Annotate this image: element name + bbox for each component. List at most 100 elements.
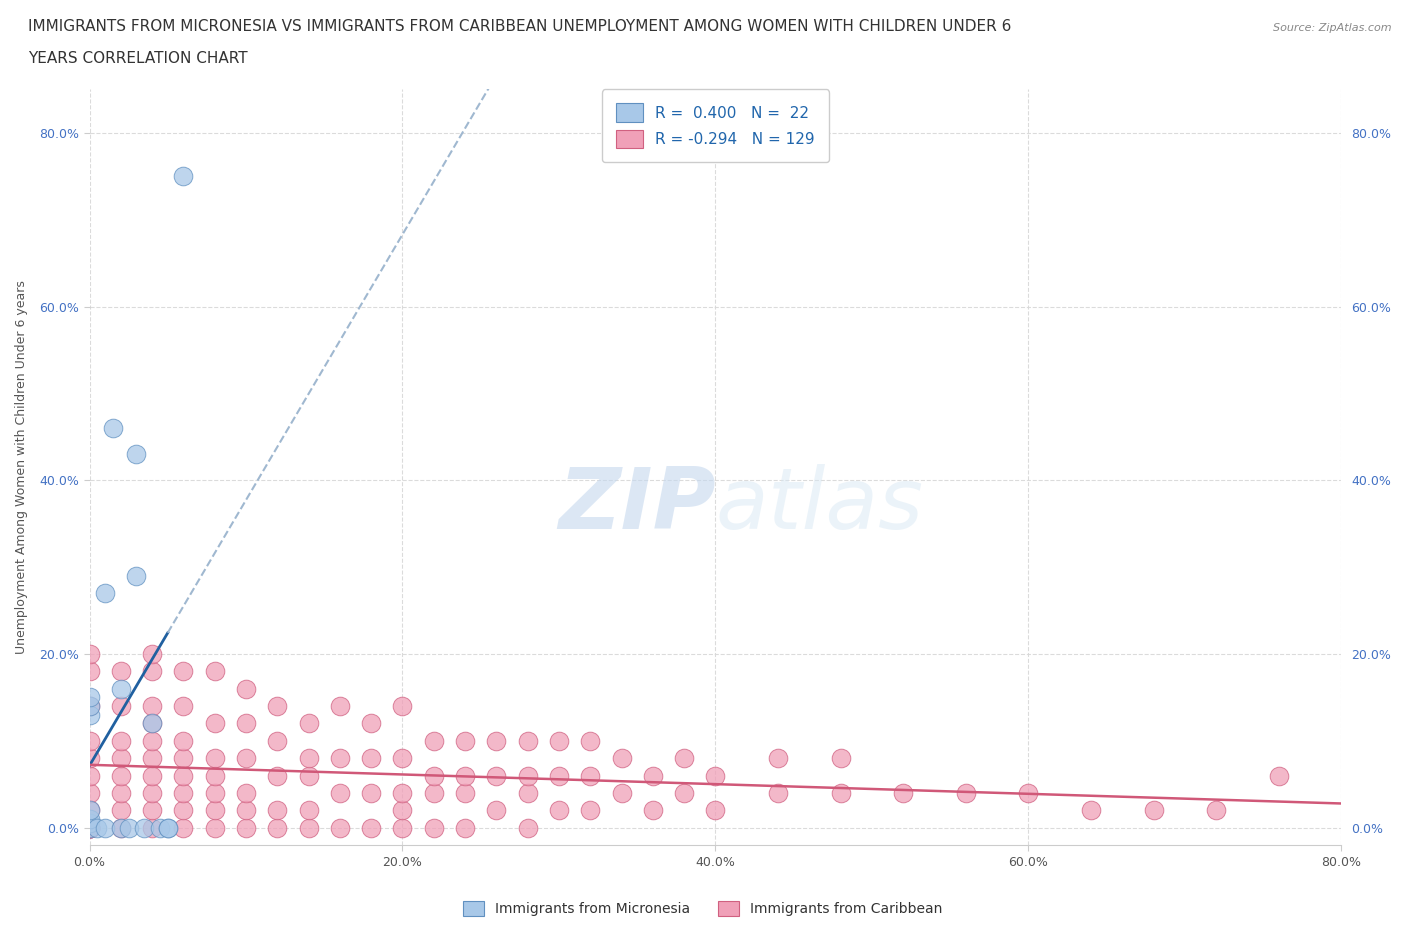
Point (94, 820, 117, 835)
Point (110, 786, 132, 801)
Point (156, 820, 179, 835)
Point (329, 698, 352, 713)
Point (79, 803, 101, 817)
Point (110, 664, 132, 679)
Point (94, 586, 117, 601)
Point (79, 820, 101, 835)
Point (830, 751, 852, 765)
Text: atlas: atlas (716, 463, 924, 547)
Point (485, 734, 508, 749)
Point (125, 568, 148, 583)
Point (297, 820, 319, 835)
Point (172, 803, 194, 817)
Point (704, 768, 727, 783)
Point (110, 734, 132, 749)
Point (391, 751, 413, 765)
Point (156, 820, 179, 835)
Point (329, 820, 352, 835)
Point (548, 803, 571, 817)
Point (79, 803, 101, 817)
Point (172, 786, 194, 801)
Point (79, 708, 101, 723)
Point (485, 803, 508, 817)
Point (516, 786, 538, 801)
Point (266, 734, 288, 749)
Point (134, 820, 156, 835)
Point (141, 716, 163, 731)
Point (610, 751, 633, 765)
Point (79, 646, 101, 661)
Legend: Immigrants from Micronesia, Immigrants from Caribbean: Immigrants from Micronesia, Immigrants f… (457, 895, 949, 923)
Point (110, 698, 132, 713)
Point (172, 698, 194, 713)
Point (172, 820, 194, 835)
Point (516, 768, 538, 783)
Point (610, 786, 633, 801)
Point (110, 751, 132, 765)
Point (110, 820, 132, 835)
Point (110, 803, 132, 817)
Point (235, 716, 257, 731)
Point (423, 768, 446, 783)
Point (79, 698, 101, 713)
Point (235, 682, 257, 697)
Text: IMMIGRANTS FROM MICRONESIA VS IMMIGRANTS FROM CARIBBEAN UNEMPLOYMENT AMONG WOMEN: IMMIGRANTS FROM MICRONESIA VS IMMIGRANTS… (28, 19, 1011, 33)
Point (141, 820, 163, 835)
Point (454, 786, 477, 801)
Point (391, 698, 413, 713)
Point (79, 820, 101, 835)
Point (454, 768, 477, 783)
Point (297, 803, 319, 817)
Point (204, 786, 226, 801)
Point (110, 768, 132, 783)
Point (454, 734, 477, 749)
Y-axis label: Unemployment Among Women with Children Under 6 years: Unemployment Among Women with Children U… (15, 280, 28, 654)
Text: ZIP: ZIP (558, 463, 716, 547)
Point (423, 734, 446, 749)
Point (79, 812, 101, 827)
Point (516, 820, 538, 835)
Point (485, 768, 508, 783)
Point (141, 751, 163, 765)
Point (1205, 803, 1227, 817)
Point (79, 820, 101, 835)
Point (149, 820, 172, 835)
Point (204, 768, 226, 783)
Point (766, 786, 789, 801)
Point (235, 786, 257, 801)
Point (172, 751, 194, 765)
Point (110, 682, 132, 697)
Point (79, 820, 101, 835)
Point (297, 716, 319, 731)
Point (641, 768, 664, 783)
Point (141, 664, 163, 679)
Point (235, 820, 257, 835)
Point (204, 751, 226, 765)
Point (1080, 803, 1102, 817)
Point (266, 768, 288, 783)
Point (266, 698, 288, 713)
Point (548, 734, 571, 749)
Point (579, 734, 602, 749)
Point (172, 664, 194, 679)
Point (79, 664, 101, 679)
Point (579, 803, 602, 817)
Point (391, 820, 413, 835)
Point (79, 820, 101, 835)
Point (673, 751, 696, 765)
Point (641, 803, 664, 817)
Point (704, 803, 727, 817)
Point (172, 734, 194, 749)
Point (830, 786, 852, 801)
Point (391, 786, 413, 801)
Point (579, 768, 602, 783)
Point (172, 768, 194, 783)
Point (360, 751, 382, 765)
Point (141, 803, 163, 817)
Point (79, 820, 101, 835)
Point (423, 820, 446, 835)
Point (360, 716, 382, 731)
Point (86, 820, 108, 835)
Point (79, 751, 101, 765)
Point (79, 690, 101, 705)
